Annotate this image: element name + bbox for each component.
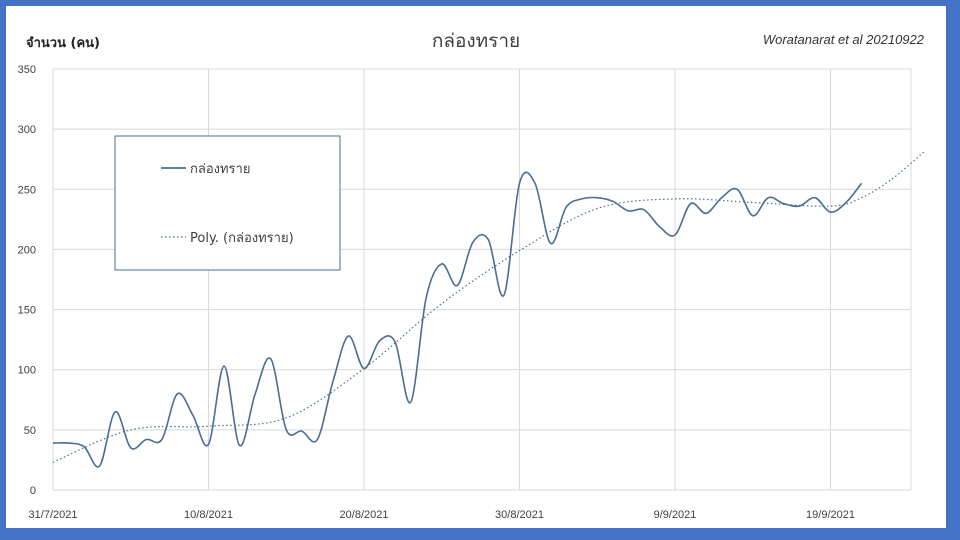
x-tick-label: 10/8/2021	[184, 509, 233, 521]
series-line-main	[52, 171, 863, 468]
x-tick-label: 31/7/2021	[29, 509, 78, 521]
line-chart: 0 50 100 150 200 250 300 350 31/7/2021 10/8/2021 2…	[18, 64, 925, 521]
x-tick-label: 20/8/2021	[340, 509, 389, 521]
credit-text: Woratanarat et al 20210922	[762, 32, 924, 47]
y-tick-label: 150	[18, 305, 36, 317]
y-tick-label: 50	[24, 425, 36, 437]
x-tick-label: 30/8/2021	[495, 509, 544, 521]
y-tick-label: 300	[18, 124, 36, 136]
y-tick-label: 350	[18, 64, 36, 76]
chart-card: จำนวน (คน) กล่องทราย Woratanarat et al 2…	[6, 6, 946, 528]
y-axis-unit-label: จำนวน (คน)	[26, 36, 100, 51]
y-tick-label: 0	[30, 485, 36, 497]
y-tick-label: 100	[18, 365, 36, 377]
legend-label-main: กล่องทราย	[190, 162, 250, 177]
legend-box	[114, 135, 341, 271]
legend-label-trend: Poly. (กล่องทราย)	[190, 231, 294, 246]
x-tick-label: 9/9/2021	[654, 509, 697, 521]
y-tick-label: 250	[18, 184, 36, 196]
x-tick-label: 19/9/2021	[806, 509, 855, 521]
y-tick-label: 200	[18, 244, 36, 256]
series-line-trend	[52, 151, 925, 463]
chart-title: กล่องทราย	[431, 30, 521, 52]
